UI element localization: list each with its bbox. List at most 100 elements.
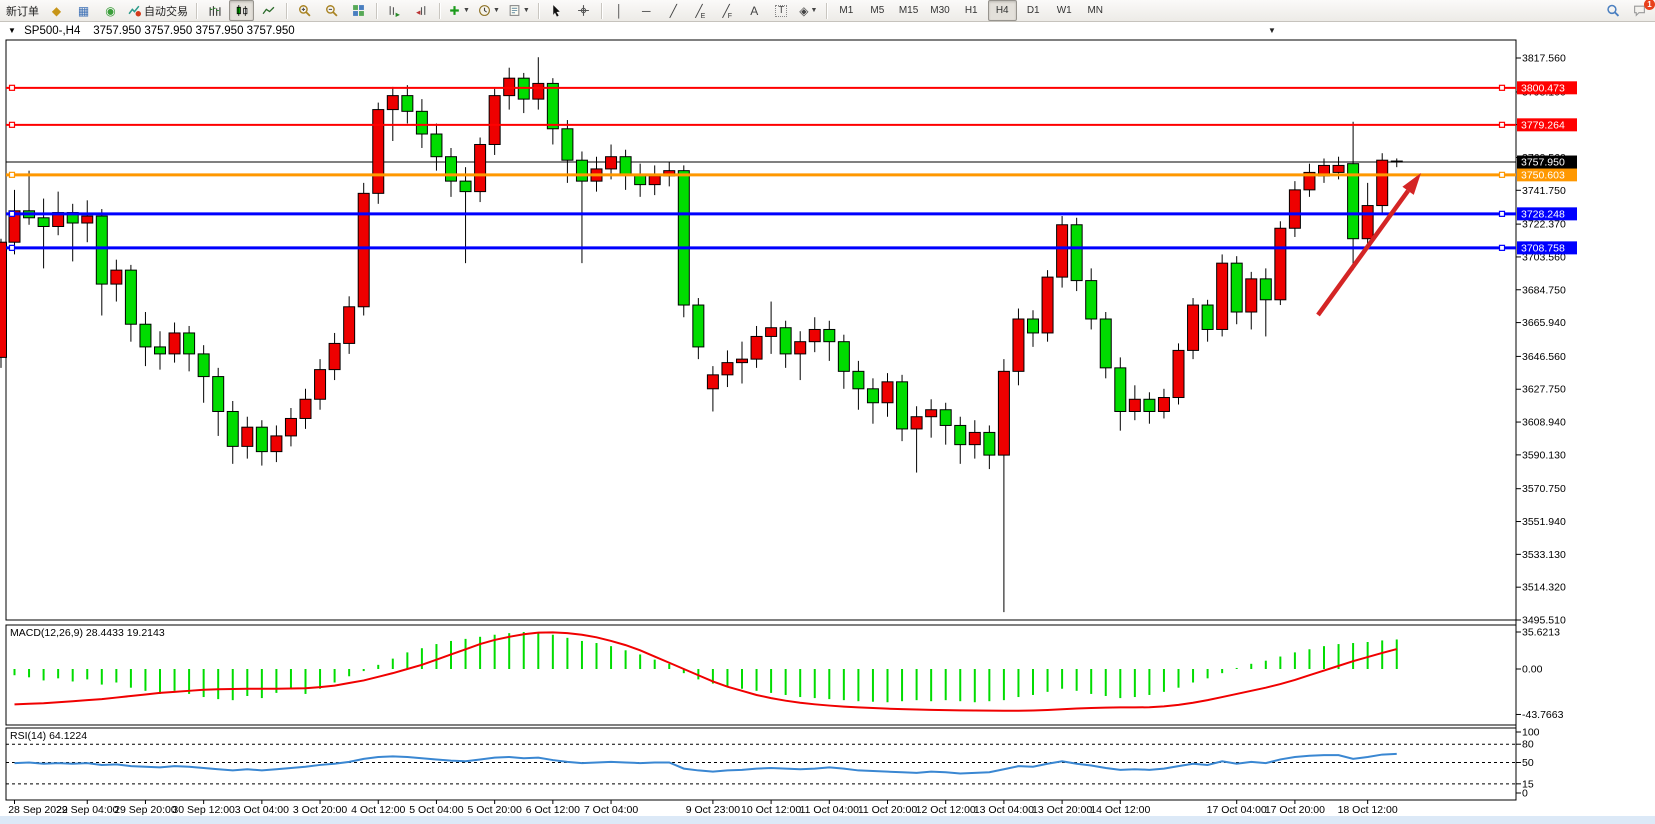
- auto-scroll-button[interactable]: [382, 0, 407, 21]
- timeframe-m15-button[interactable]: M15: [898, 5, 919, 16]
- candle: [794, 341, 807, 355]
- candle: [561, 128, 574, 161]
- line-chart-button[interactable]: [256, 0, 281, 21]
- timeframe-w1-button[interactable]: W1: [1056, 5, 1072, 16]
- candle: [1172, 349, 1185, 399]
- equidistant-channel-button[interactable]: ╱ E: [695, 3, 706, 21]
- metaquotes-icon[interactable]: ◆: [51, 3, 62, 18]
- candle: [328, 342, 341, 371]
- candle: [677, 170, 690, 306]
- candle: [430, 133, 443, 158]
- zoom-out-button[interactable]: [319, 0, 344, 21]
- line-anchor-handle[interactable]: [8, 121, 16, 128]
- candle: [1070, 224, 1083, 282]
- chart-shift-marker-icon[interactable]: ▼: [1268, 26, 1276, 35]
- rsi-axis-tick-label: 50: [1522, 757, 1534, 769]
- time-axis-tick-label: 11 Oct 20:00: [858, 804, 918, 816]
- line-price-label-box: [1517, 207, 1577, 221]
- templates-button[interactable]: ▼: [505, 0, 533, 21]
- timeframe-d1-button[interactable]: D1: [1026, 5, 1040, 16]
- timeframe-m5-button[interactable]: M5: [870, 5, 885, 16]
- algo-trading-button[interactable]: 自动交易: [125, 0, 191, 21]
- candle: [605, 156, 618, 170]
- candle: [837, 341, 850, 372]
- candle: [226, 410, 239, 447]
- candle: [1332, 164, 1345, 173]
- text-label-button[interactable]: T: [769, 0, 794, 21]
- candle: [1027, 318, 1039, 334]
- candle: [284, 417, 297, 437]
- toolbar-separator: [537, 2, 539, 19]
- candle: [81, 215, 94, 224]
- timeframe-m30-button[interactable]: M30: [930, 5, 950, 16]
- notifications-button-icon[interactable]: 1: [1627, 0, 1655, 21]
- time-axis-tick-label: 12 Oct 12:00: [916, 804, 976, 816]
- news-feed-icon[interactable]: ◉: [105, 3, 116, 18]
- candle: [954, 424, 967, 446]
- mql5-community-icon[interactable]: ▦: [77, 3, 90, 18]
- zoom-in-button[interactable]: [292, 0, 317, 21]
- candle: [197, 353, 210, 378]
- trend-arrow[interactable]: [1316, 189, 1410, 317]
- line-anchor-handle[interactable]: [1498, 121, 1506, 128]
- indicators-button[interactable]: ▼: [445, 0, 473, 21]
- timeframe-m1-button[interactable]: M1: [839, 5, 854, 16]
- cursor-button[interactable]: [544, 0, 569, 21]
- price-axis-tick-label: 3646.560: [1522, 351, 1566, 363]
- time-axis-tick-label: 11 Oct 04:00: [800, 804, 860, 816]
- timeframe-mn-button[interactable]: MN: [1087, 5, 1103, 16]
- time-axis-tick-label: 18 Oct 12:00: [1338, 804, 1398, 816]
- line-anchor-handle[interactable]: [8, 244, 16, 251]
- bar-chart-button[interactable]: [202, 0, 227, 21]
- new-order-button[interactable]: 新订单: [6, 5, 39, 18]
- line-anchor-handle[interactable]: [1498, 171, 1506, 178]
- toolbar-separator: [600, 2, 602, 19]
- rsi-line: [14, 752, 1397, 775]
- chart-canvas[interactable]: 3817.5603798.1003779.3703760.5603741.750…: [0, 22, 1655, 824]
- candle: [619, 156, 632, 175]
- timeframe-h1-button[interactable]: H1: [964, 5, 978, 16]
- candle: [736, 358, 748, 364]
- timeframe-h4-button[interactable]: H4: [987, 0, 1017, 21]
- trendline-button[interactable]: ╱: [669, 3, 677, 18]
- candle: [750, 335, 763, 360]
- time-axis-tick-label: 28 Sep 2022: [8, 804, 68, 816]
- candle: [343, 306, 356, 344]
- candle: [1288, 189, 1301, 229]
- candle: [212, 376, 225, 412]
- tile-windows-button[interactable]: [346, 0, 371, 21]
- candle: [1157, 397, 1170, 412]
- candle: [270, 435, 283, 453]
- arrows-objects-button[interactable]: ◈ ▼: [799, 3, 818, 18]
- line-price-label-box: [1517, 168, 1577, 182]
- candle: [648, 175, 661, 186]
- horizontal-line-button[interactable]: ─: [642, 3, 651, 18]
- candle: [255, 426, 268, 453]
- time-axis-tick-label: 13 Oct 04:00: [974, 804, 1034, 816]
- toolbar-separator: [376, 2, 377, 19]
- fibonacci-button[interactable]: ╱ F: [722, 3, 733, 21]
- search-button-icon[interactable]: [1600, 0, 1625, 21]
- price-axis-tick-label: 3608.940: [1522, 417, 1566, 429]
- chart-collapse-icon[interactable]: ▼: [8, 26, 16, 35]
- trend-arrow-head[interactable]: [1402, 173, 1421, 195]
- candle: [706, 374, 719, 390]
- vertical-line-button[interactable]: │: [615, 3, 624, 18]
- line-anchor-handle[interactable]: [8, 210, 16, 217]
- crosshair-button[interactable]: [571, 0, 596, 21]
- candle-chart-button[interactable]: [229, 0, 254, 21]
- time-axis-tick-label: 5 Oct 04:00: [409, 804, 463, 816]
- line-anchor-handle[interactable]: [1498, 84, 1506, 91]
- line-anchor-handle[interactable]: [1498, 210, 1506, 217]
- line-anchor-handle[interactable]: [1498, 244, 1506, 251]
- rsi-axis-tick-label: 80: [1522, 739, 1534, 751]
- line-price-label: 3779.264: [1521, 119, 1565, 131]
- price-axis-tick-label: 3590.130: [1522, 449, 1566, 461]
- chart-shift-button[interactable]: [409, 0, 434, 21]
- line-anchor-handle[interactable]: [8, 84, 16, 91]
- macd-panel: [5, 624, 1517, 726]
- line-anchor-handle[interactable]: [8, 171, 16, 178]
- text-button[interactable]: A: [750, 3, 759, 18]
- periods-button[interactable]: ▼: [475, 0, 503, 21]
- candle: [299, 398, 312, 419]
